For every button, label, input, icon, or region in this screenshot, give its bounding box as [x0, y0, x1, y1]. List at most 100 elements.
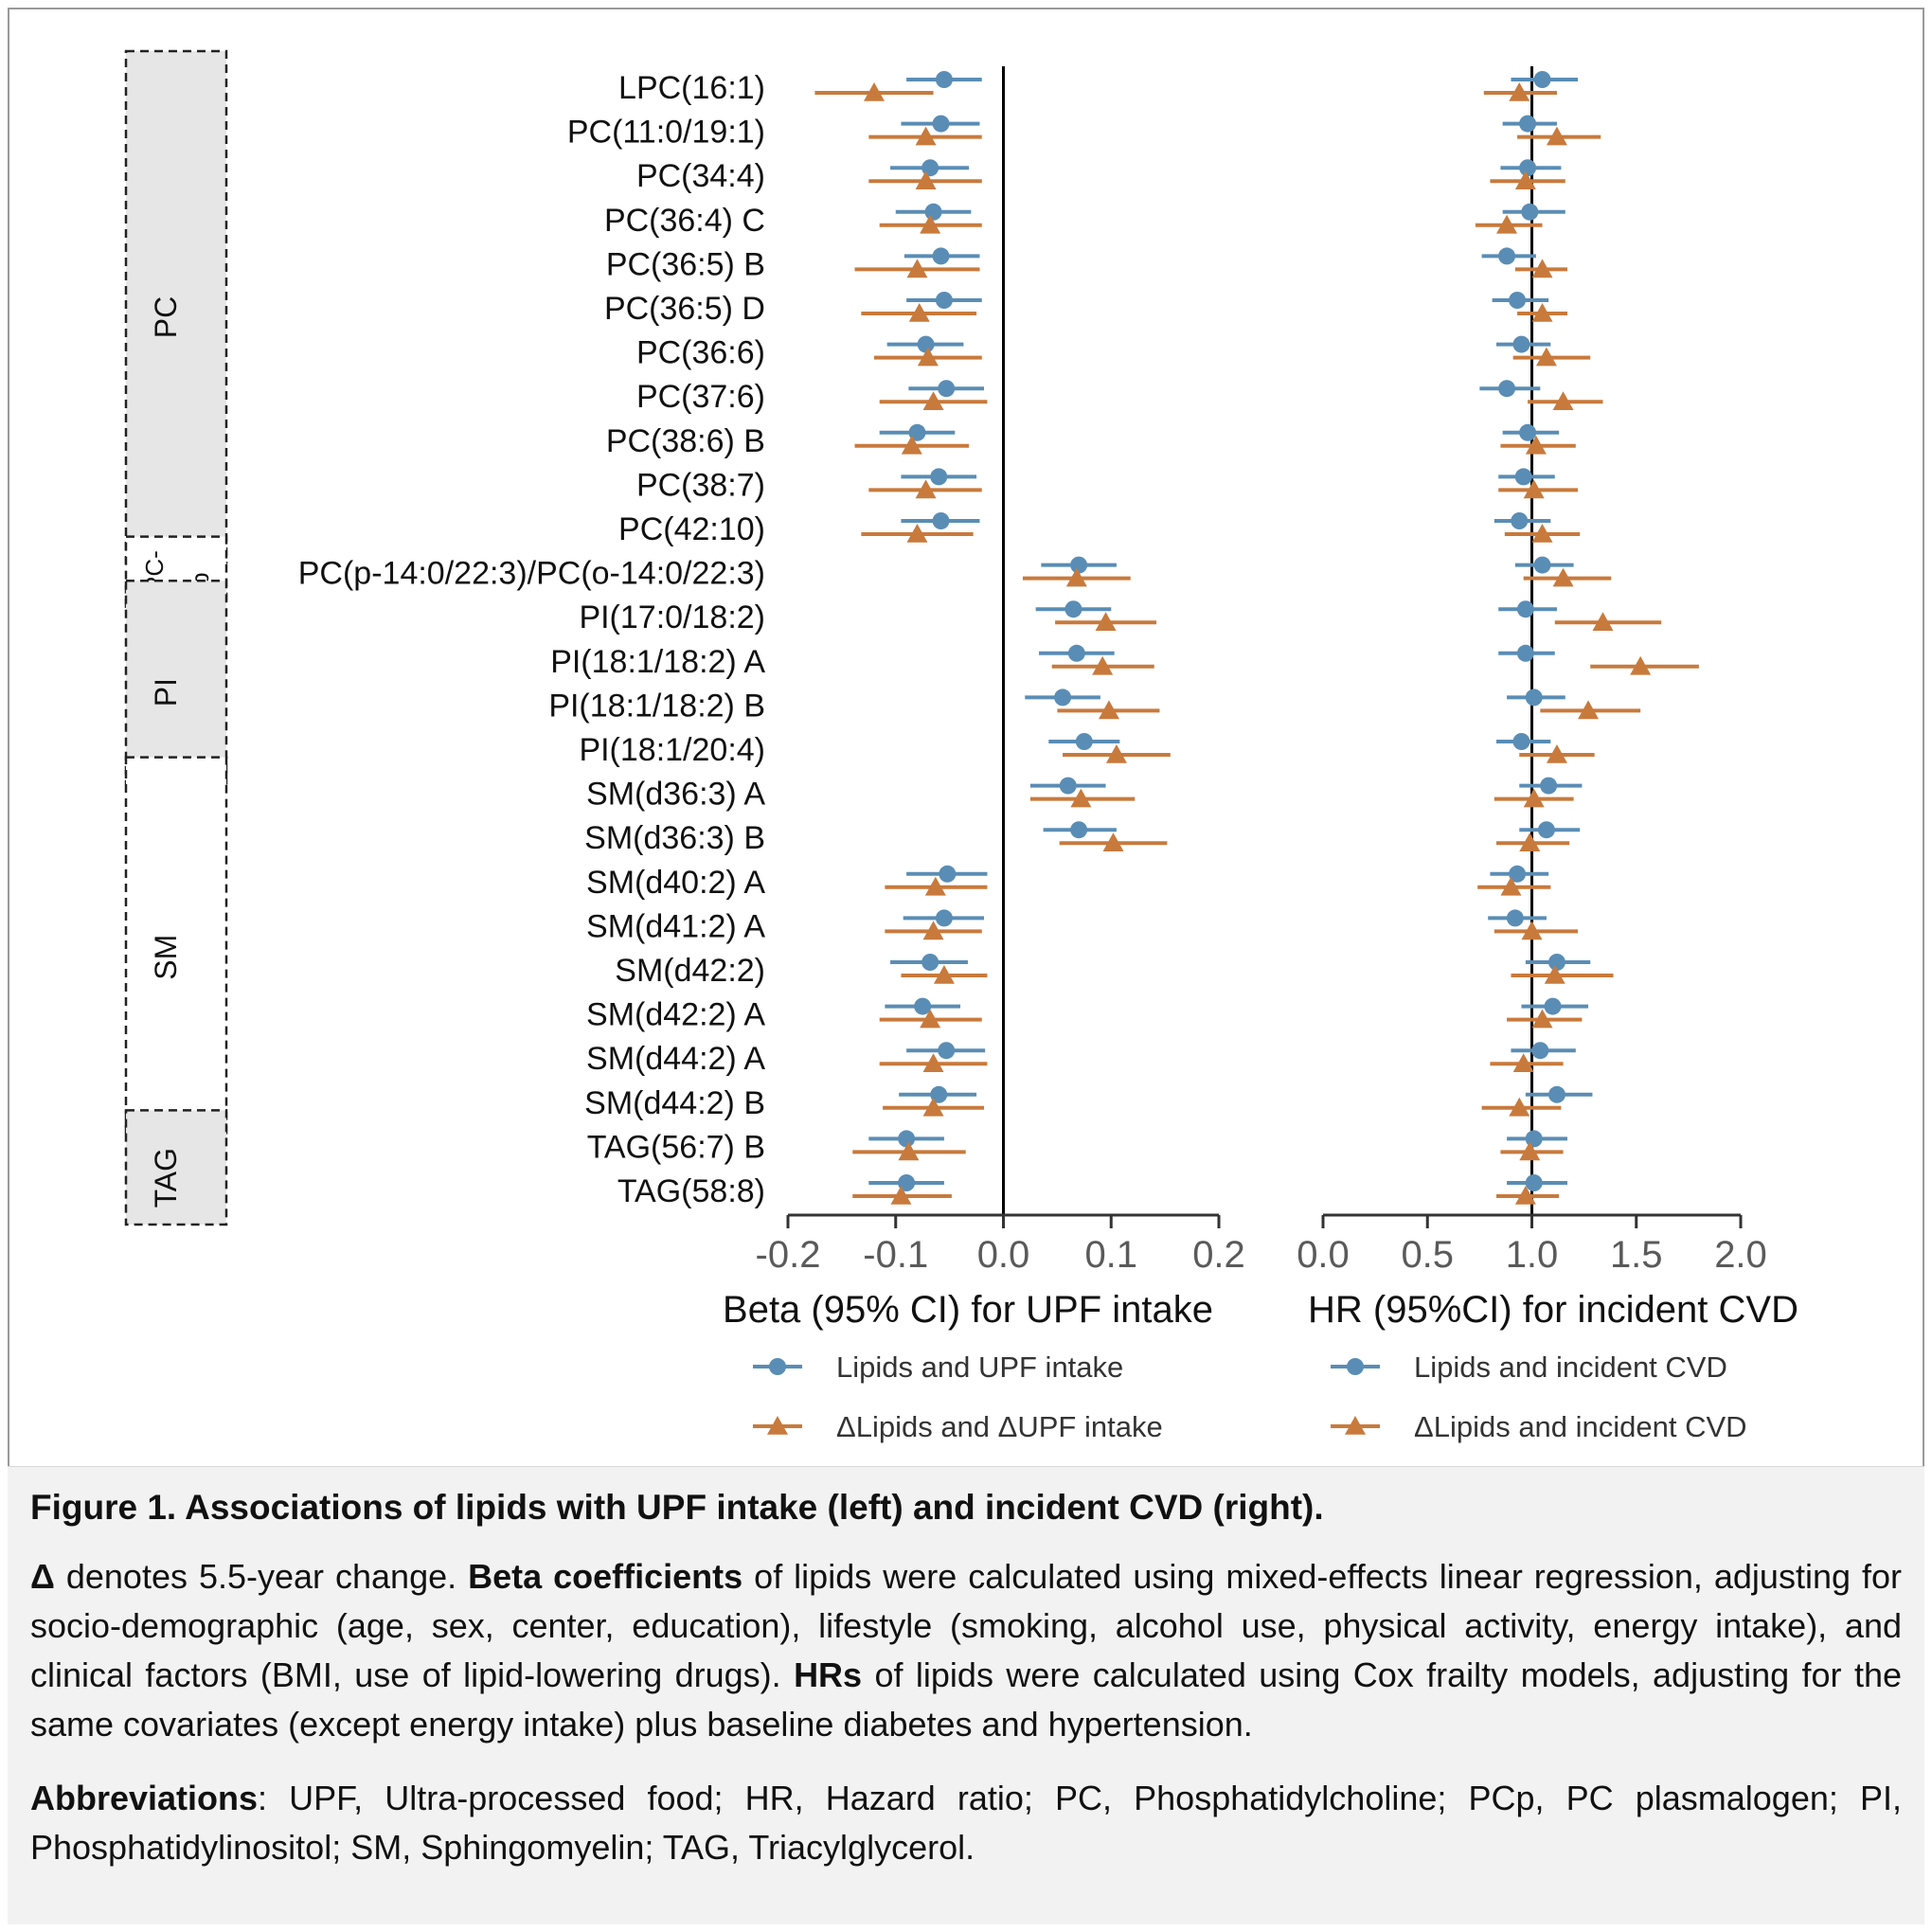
caption-abbreviations-term: Abbreviations: [30, 1779, 259, 1817]
point-marker: [1102, 832, 1124, 851]
point-marker: [935, 909, 953, 927]
lipid-label: PC(42:10): [618, 511, 765, 547]
point-marker: [1531, 1009, 1553, 1029]
point-marker: [1498, 247, 1516, 265]
beta-panel: -0.2 -0.1 0.0 0.1 0.2: [756, 66, 1245, 1276]
lipid-label: SM(d36:3) B: [584, 820, 765, 856]
legend-left: Lipids and UPF intake ΔLipids and ΔUPF in…: [753, 1351, 1163, 1443]
lipid-label: SM(d42:2): [615, 953, 765, 989]
point-marker: [935, 71, 953, 88]
lipid-label: SM(d42:2) A: [586, 997, 765, 1033]
point-marker: [917, 335, 935, 353]
point-marker: [898, 1141, 920, 1161]
point-marker: [906, 524, 928, 543]
point-marker: [1500, 876, 1522, 896]
point-marker: [1630, 655, 1652, 675]
lipid-label: TAG(56:7) B: [587, 1129, 765, 1165]
point-marker: [1552, 567, 1574, 587]
point-marker: [1592, 612, 1614, 631]
point-marker: [1067, 644, 1085, 662]
caption-hrs-term: HRs: [794, 1655, 863, 1694]
lipid-label: PC(37:6): [636, 379, 765, 415]
point-marker: [906, 259, 928, 278]
point-marker: [1519, 423, 1537, 441]
caption-text: of lipids were calculated using mixed-ef…: [30, 1557, 1902, 1694]
point-marker: [1546, 744, 1567, 763]
point-marker: [922, 391, 944, 410]
point-marker: [1065, 567, 1087, 587]
legend-label: Lipids and UPF intake: [836, 1351, 1123, 1384]
lipid-label: SM(d41:2) A: [586, 908, 765, 944]
point-marker: [864, 82, 885, 101]
point-marker: [915, 479, 937, 499]
lipid-label: SM(d40:2) A: [586, 865, 765, 901]
point-marker: [1544, 965, 1565, 984]
lipid-label: LPC(16:1): [618, 70, 765, 106]
left-x-axis-label: Beta (95% CI) for UPF intake: [723, 1289, 1213, 1331]
point-marker: [1535, 347, 1557, 367]
point-marker: [1547, 954, 1565, 971]
lipid-label: PC(36:5) B: [606, 246, 765, 282]
caption-paragraph-abbreviations: Abbreviations: UPF, Ultra-processed food…: [30, 1774, 1902, 1872]
caption-paragraph-methods: Δ denotes 5.5-year change. Beta coeffici…: [30, 1552, 1902, 1749]
point-marker: [769, 1358, 786, 1375]
lipid-label: PI(18:1/18:2) A: [550, 644, 765, 680]
lipid-label: PC(11:0/19:1): [567, 115, 765, 151]
point-marker: [1512, 1053, 1534, 1072]
lipid-label: PI(17:0/18:2): [579, 599, 765, 635]
point-marker: [938, 380, 956, 398]
legend-label: ΔLipids and incident CVD: [1414, 1410, 1747, 1443]
point-marker: [1098, 700, 1119, 720]
point-marker: [1511, 512, 1529, 529]
point-marker: [920, 1009, 941, 1029]
point-marker: [938, 1042, 956, 1060]
point-marker: [1070, 821, 1088, 839]
point-marker: [1533, 556, 1551, 574]
lipid-label: SM(d36:3) A: [586, 777, 765, 813]
group-label: PC: [149, 296, 183, 338]
point-marker: [932, 247, 950, 265]
point-marker: [908, 303, 930, 322]
hr-panel: 0.0 0.5 1.0 1.5 2.0: [1297, 66, 1767, 1276]
point-marker: [1547, 1085, 1565, 1103]
point-marker: [932, 115, 950, 133]
point-marker: [1519, 832, 1541, 851]
point-marker: [924, 876, 946, 896]
lipid-label: SM(d44:2) A: [586, 1041, 765, 1077]
group-label: SM: [149, 935, 183, 980]
point-marker: [1092, 655, 1114, 675]
point-marker: [1544, 997, 1562, 1015]
point-marker: [1514, 1186, 1536, 1205]
group-box: [124, 756, 228, 1138]
point-marker: [1519, 159, 1537, 177]
point-marker: [1525, 1130, 1543, 1148]
point-marker: [922, 1053, 944, 1072]
point-marker: [901, 435, 922, 455]
point-marker: [1512, 733, 1530, 750]
point-marker: [930, 1085, 948, 1103]
point-marker: [1506, 909, 1524, 927]
point-marker: [1512, 335, 1530, 353]
lipid-label: SM(d44:2) B: [584, 1085, 765, 1121]
legend-label: Lipids and incident CVD: [1414, 1351, 1727, 1384]
point-marker: [1523, 479, 1545, 499]
point-marker: [1540, 777, 1558, 795]
point-marker: [1525, 435, 1547, 455]
lipid-label: PC(p-14:0/22:3)/PC(o-14:0/22:3): [298, 556, 765, 592]
point-marker: [1498, 380, 1516, 398]
point-marker: [908, 423, 926, 441]
point-marker: [935, 292, 953, 309]
point-marker: [1496, 214, 1518, 234]
point-marker: [932, 512, 950, 529]
point-marker: [1075, 733, 1093, 750]
x-tick-label: 0.2: [1192, 1234, 1245, 1276]
point-marker: [1064, 600, 1082, 618]
point-marker: [1509, 865, 1527, 883]
point-marker: [1525, 1174, 1543, 1191]
caption-text: of lipids were calculated using Cox frai…: [30, 1655, 1902, 1744]
point-marker: [1523, 788, 1545, 808]
lipid-label: PC(38:6) B: [606, 423, 765, 459]
point-marker: [890, 1186, 912, 1205]
point-marker: [924, 203, 942, 221]
